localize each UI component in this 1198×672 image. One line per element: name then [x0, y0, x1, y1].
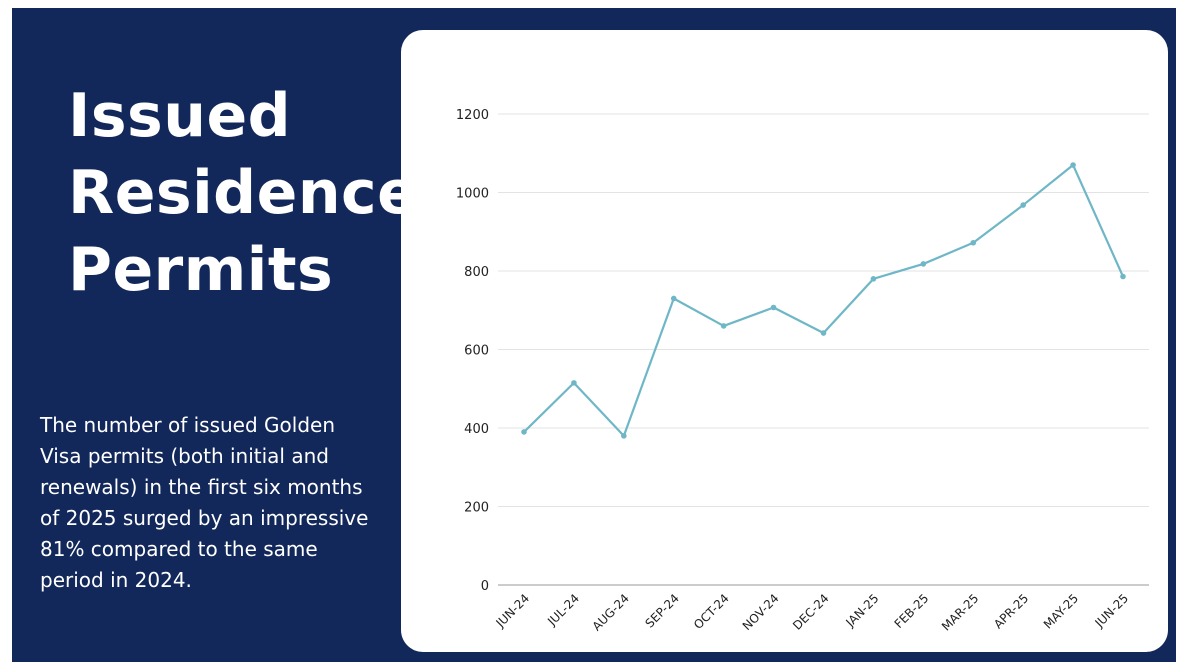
- y-tick-label: 200: [464, 501, 489, 516]
- x-tick-label: NOV-24: [740, 591, 782, 633]
- title-line-1: Issued: [68, 81, 292, 151]
- data-point: [670, 295, 677, 302]
- y-tick-label: 0: [481, 579, 489, 594]
- title-line-2: Residence: [68, 158, 419, 228]
- data-point: [970, 239, 977, 246]
- page-title: Issued Residence Permits: [68, 78, 418, 309]
- description-text: The number of issued Golden Visa permits…: [40, 413, 369, 592]
- data-point: [770, 304, 777, 311]
- data-point: [571, 380, 577, 386]
- x-tick-label: SEP-24: [642, 591, 681, 630]
- y-tick-label: 1200: [456, 108, 489, 123]
- data-point: [1020, 202, 1026, 208]
- data-point: [920, 261, 927, 267]
- series-line: [523, 163, 1125, 437]
- data-point: [521, 429, 527, 435]
- y-tick-label: 1000: [456, 187, 489, 202]
- x-tick-label: JAN-25: [843, 591, 882, 630]
- x-tick-label: JUN-24: [493, 591, 533, 631]
- y-tick-label: 800: [464, 265, 489, 280]
- data-point: [1070, 162, 1076, 168]
- x-tick-label: OCT-24: [691, 591, 732, 632]
- y-tick-label: 600: [464, 344, 489, 359]
- x-tick-label: MAR-25: [939, 591, 981, 633]
- x-tick-label: JUL-24: [544, 591, 582, 629]
- data-point: [621, 433, 627, 439]
- data-point: [720, 323, 727, 329]
- x-tick-label: JUN-25: [1092, 591, 1132, 631]
- title-line-3: Permits: [68, 235, 334, 305]
- x-tick-label: DEC-24: [790, 591, 832, 633]
- x-tick-label: MAY-25: [1041, 591, 1081, 631]
- x-tick-label: AUG-24: [590, 591, 632, 633]
- y-tick-label: 400: [464, 422, 489, 437]
- line-chart: 0 200 400 600 800 1000 1200 JUN-24 JUL-24 AUG-24 S…: [456, 108, 1149, 634]
- chart-card: 0 200 400 600 800 1000 1200 JUN-24 JUL-24 AUG-24 S…: [401, 30, 1168, 652]
- data-point: [870, 276, 877, 282]
- data-point: [820, 330, 827, 336]
- background-panel: Issued Residence Permits The number of i…: [12, 8, 1176, 662]
- x-tick-label: APR-25: [991, 591, 1031, 631]
- data-point: [1120, 273, 1126, 280]
- x-tick-label: FEB-25: [892, 591, 932, 631]
